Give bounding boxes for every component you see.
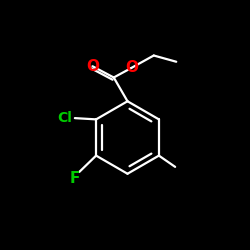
Text: Cl: Cl bbox=[58, 111, 72, 125]
Text: F: F bbox=[70, 170, 80, 186]
Text: O: O bbox=[125, 60, 138, 76]
Text: O: O bbox=[86, 59, 99, 74]
